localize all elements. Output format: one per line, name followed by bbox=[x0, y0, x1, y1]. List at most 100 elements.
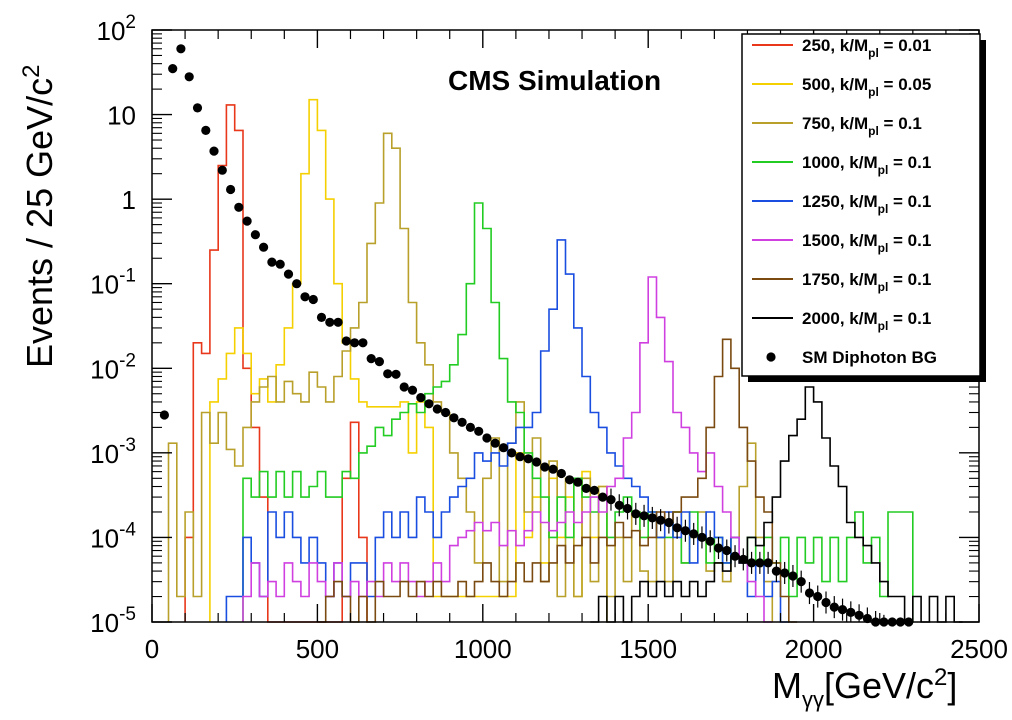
data-point bbox=[391, 369, 401, 379]
legend-entry-7: 2000, k/Mpl = 0.1 bbox=[752, 309, 931, 333]
x-tick-label: 1500 bbox=[619, 634, 677, 664]
data-point bbox=[647, 513, 657, 523]
data-point bbox=[556, 468, 567, 479]
legend-label: 2000, k/Mpl = 0.1 bbox=[802, 309, 931, 333]
data-point bbox=[184, 72, 194, 82]
x-tick-label: 2000 bbox=[785, 634, 843, 664]
data-point bbox=[424, 399, 434, 409]
data-point bbox=[341, 336, 351, 346]
data-point bbox=[209, 146, 219, 156]
data-point bbox=[498, 443, 509, 453]
x-axis-title-superscript: 2 bbox=[934, 664, 947, 691]
series-0 bbox=[184, 104, 368, 623]
data-point bbox=[234, 202, 244, 212]
legend-entry-4: 1250, k/Mpl = 0.1 bbox=[752, 192, 931, 216]
data-point bbox=[573, 477, 583, 487]
x-axis-title-unit: [GeV/c bbox=[824, 665, 934, 706]
data-point bbox=[854, 610, 864, 620]
data-point bbox=[267, 257, 277, 267]
legend: 250, k/Mpl = 0.01 500, k/Mpl = 0.05 750, k… bbox=[741, 33, 986, 382]
x-tick-label: 2500 bbox=[950, 634, 1008, 664]
data-point bbox=[656, 515, 666, 525]
data-point bbox=[176, 44, 186, 54]
data-point bbox=[250, 230, 260, 240]
data-point bbox=[540, 462, 550, 472]
data-point bbox=[837, 605, 848, 615]
series-2 bbox=[167, 132, 774, 622]
data-point bbox=[846, 607, 856, 618]
histogram-line bbox=[317, 338, 798, 623]
svg-text:Events / 25 GeV/c2: Events / 25 GeV/c2 bbox=[18, 64, 60, 368]
series-6 bbox=[317, 338, 798, 623]
y-tick-label: 10-4 bbox=[90, 519, 136, 553]
data-point bbox=[275, 259, 285, 269]
data-point bbox=[217, 165, 227, 175]
legend-label: 750, k/Mpl = 0.1 bbox=[802, 114, 922, 138]
data-point bbox=[449, 413, 459, 423]
data-point bbox=[226, 184, 236, 195]
data-point bbox=[738, 554, 748, 565]
histogram-line bbox=[167, 132, 774, 622]
x-tick-label: 1000 bbox=[454, 634, 512, 664]
data-point bbox=[713, 543, 724, 553]
histogram-line bbox=[242, 202, 914, 622]
data-point bbox=[292, 279, 302, 289]
x-tick-label: 0 bbox=[145, 634, 159, 664]
data-point bbox=[192, 103, 203, 113]
data-point bbox=[358, 338, 368, 348]
legend-entry-5: 1500, k/Mpl = 0.1 bbox=[752, 231, 931, 255]
data-point bbox=[606, 495, 616, 505]
legend-label: SM Diphoton BG bbox=[802, 348, 937, 367]
legend-label: 1500, k/Mpl = 0.1 bbox=[802, 231, 931, 255]
data-point bbox=[242, 216, 252, 226]
histogram-line bbox=[590, 386, 963, 623]
legend-entry-3: 1000, k/Mpl = 0.1 bbox=[752, 153, 931, 177]
data-point bbox=[589, 485, 600, 495]
series-3 bbox=[242, 202, 914, 622]
data-point bbox=[316, 312, 327, 322]
data-point bbox=[565, 475, 575, 485]
data-point bbox=[441, 407, 451, 418]
data-point bbox=[689, 529, 699, 539]
x-axis-title-unit-close: ] bbox=[947, 665, 957, 706]
data-point bbox=[763, 558, 773, 568]
data-point bbox=[622, 503, 633, 514]
data-point bbox=[548, 464, 558, 474]
data-point bbox=[664, 517, 674, 528]
data-point bbox=[283, 269, 294, 279]
series-7 bbox=[590, 386, 963, 623]
legend-entry-8: SM Diphoton BG bbox=[766, 348, 937, 367]
data-point bbox=[474, 426, 484, 436]
legend-label: 500, k/Mpl = 0.05 bbox=[802, 75, 931, 99]
data-point bbox=[755, 558, 765, 568]
data-point bbox=[697, 532, 707, 543]
data-point bbox=[383, 369, 393, 379]
legend-entry-1: 500, k/Mpl = 0.05 bbox=[752, 75, 931, 99]
y-tick-label: 10-5 bbox=[90, 604, 136, 638]
data-point bbox=[813, 591, 823, 602]
data-point bbox=[639, 511, 649, 521]
data-point bbox=[515, 452, 525, 462]
y-tick-label: 10-2 bbox=[90, 350, 136, 384]
data-point bbox=[457, 417, 467, 427]
data-point bbox=[862, 613, 873, 624]
legend-entry-6: 1750, k/Mpl = 0.1 bbox=[752, 270, 931, 294]
x-axis-title: Mγγ[GeV/c2] bbox=[772, 664, 957, 712]
data-point bbox=[259, 242, 269, 252]
data-point bbox=[325, 317, 335, 327]
legend-label: 250, k/Mpl = 0.01 bbox=[802, 36, 931, 60]
y-axis-title-main: Events / 25 GeV/c bbox=[19, 78, 60, 368]
data-point bbox=[350, 338, 360, 348]
y-tick-label: 10-3 bbox=[90, 435, 136, 469]
data-point bbox=[730, 551, 740, 561]
y-tick-label: 1 bbox=[122, 185, 136, 215]
data-point bbox=[507, 448, 517, 458]
data-point bbox=[490, 438, 500, 448]
legend-entry-2: 750, k/Mpl = 0.1 bbox=[752, 114, 922, 138]
y-axis-title-superscript: 2 bbox=[18, 64, 45, 77]
data-point bbox=[598, 492, 608, 502]
x-axis-title-main: M bbox=[772, 665, 802, 706]
data-point bbox=[705, 536, 715, 546]
data-point bbox=[614, 500, 624, 510]
